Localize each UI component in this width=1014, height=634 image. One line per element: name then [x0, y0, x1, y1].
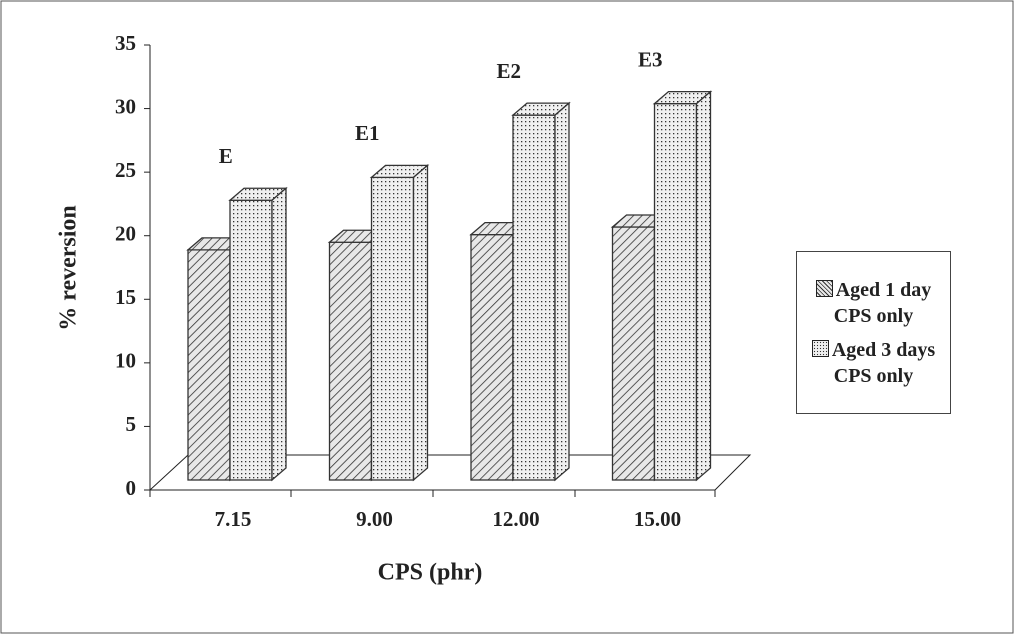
bar-front [370, 176, 415, 481]
x-tick-label: 12.00 [492, 507, 539, 531]
annotation: E3 [638, 47, 663, 71]
bar [652, 90, 713, 482]
bar-front [611, 226, 656, 481]
annotation: E2 [497, 59, 522, 83]
bar [369, 163, 430, 482]
bar-front [328, 241, 373, 481]
bar-front [229, 199, 273, 481]
x-axis-title: CPS (phr) [378, 560, 483, 586]
y-tick-label: 25 [115, 158, 136, 182]
legend: Aged 1 day CPS only Aged 3 days CPS only [796, 251, 951, 414]
bar-front [470, 233, 514, 481]
legend-swatch [811, 339, 829, 357]
y-axis-title: % reversion [56, 205, 82, 331]
x-tick-label: 9.00 [356, 507, 393, 531]
legend-item: Aged 3 days CPS only [797, 337, 950, 389]
bar-front [187, 249, 231, 481]
legend-item: Aged 1 day CPS only [797, 277, 950, 329]
y-tick-label: 0 [126, 476, 137, 500]
legend-label: Aged 1 day CPS only [833, 278, 932, 327]
bar-side [271, 186, 287, 482]
y-tick-label: 10 [115, 349, 136, 373]
y-tick-label: 15 [115, 285, 136, 309]
x-tick-label: 15.00 [634, 507, 681, 531]
legend-swatch [815, 279, 833, 297]
bar [511, 101, 571, 482]
bar-front [653, 103, 698, 481]
annotation: E1 [355, 121, 380, 145]
floor [148, 454, 752, 491]
y-tick-label: 5 [126, 412, 137, 436]
bar-front [512, 114, 556, 481]
bar-side [695, 90, 712, 482]
legend-label: Aged 3 days CPS only [831, 338, 936, 387]
annotation: E [219, 144, 233, 168]
bar-side [412, 163, 429, 482]
y-tick-label: 20 [115, 222, 136, 246]
bar-side [554, 101, 570, 482]
bar [228, 186, 288, 482]
y-tick-label: 30 [115, 94, 136, 118]
x-tick-label: 7.15 [215, 507, 252, 531]
y-tick-label: 35 [115, 31, 136, 55]
